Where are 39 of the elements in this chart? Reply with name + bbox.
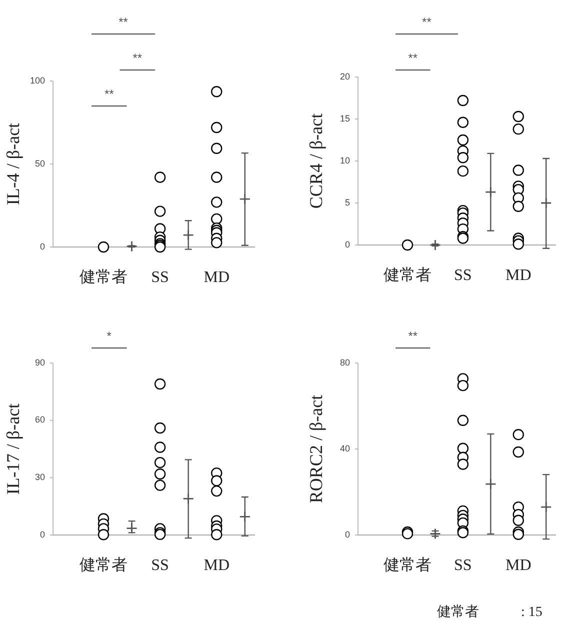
x-tick-label: 健常者 [384,556,432,574]
y-axis-title: IL-4 / β-act [3,122,24,206]
text: ** [408,329,418,343]
x-tick-label: MD [204,269,230,286]
x-tick-label: SS [151,269,169,286]
y-axis-title: RORC2 / β-act [306,394,326,504]
y-tick-label: 0 [40,529,45,540]
text: ** [132,51,142,65]
text: ** [422,15,432,29]
y-tick-label: 50 [34,158,45,168]
x-tick-label: SS [454,557,472,574]
text: ** [408,51,418,65]
y-tick-label: 5 [344,197,350,208]
y-tick-label: 80 [340,357,350,368]
text: ** [118,15,128,29]
annotation: ** [104,87,114,101]
x-tick-label: SS [454,267,472,284]
x-tick-label: MD [505,557,532,574]
x-tick-label: 健常者 [80,556,128,574]
x-tick-label: 健常者 [384,266,432,284]
x-tick-label: SS [151,557,169,574]
y-tick-label: 0 [344,529,350,540]
x-tick-label: 健常者 [80,268,128,286]
text: 健常者 : 15 [437,604,542,620]
text: * [106,329,112,343]
y-tick-label: 0 [40,241,45,252]
y-tick-label: 90 [34,357,45,368]
y-tick-label: 30 [34,472,45,482]
y-tick-label: 100 [30,75,45,86]
x-tick-label: MD [204,557,230,574]
y-tick-label: 10 [340,155,350,166]
y-tick-label: 60 [34,414,45,425]
y-tick-label: 0 [344,239,350,250]
y-tick-label: 15 [340,113,350,124]
y-tick-label: 40 [340,443,350,454]
y-axis-title: IL-17 / β-act [3,403,24,495]
y-axis-title: CCR4 / β-act [306,113,326,209]
x-tick-label: MD [505,267,532,284]
y-tick-label: 20 [340,71,350,82]
